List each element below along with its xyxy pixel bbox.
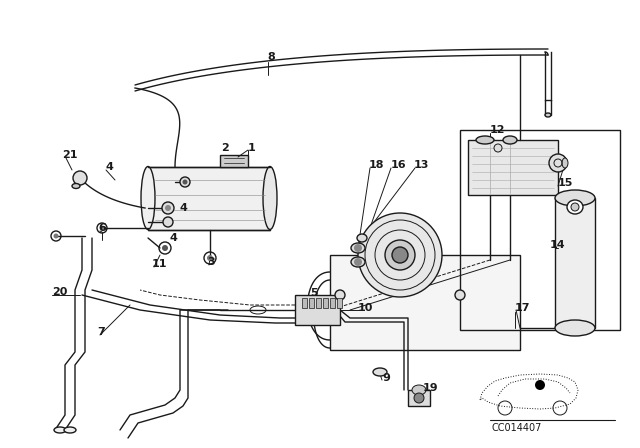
Circle shape [385, 240, 415, 270]
Text: 5: 5 [310, 288, 317, 298]
Circle shape [354, 244, 362, 252]
Ellipse shape [351, 243, 365, 253]
Circle shape [494, 144, 502, 152]
Text: 12: 12 [490, 125, 506, 135]
Ellipse shape [72, 184, 80, 189]
Ellipse shape [545, 113, 551, 117]
Text: CC014407: CC014407 [492, 423, 542, 433]
Circle shape [571, 203, 579, 211]
Text: 4: 4 [180, 203, 188, 213]
Ellipse shape [351, 257, 365, 267]
Text: 7: 7 [97, 327, 105, 337]
Bar [330, 255, 520, 350]
Bar [148, 167, 270, 230]
Circle shape [392, 247, 408, 263]
Bar [330, 298, 335, 308]
Text: 4: 4 [106, 162, 114, 172]
Bar [337, 298, 342, 308]
Text: 3: 3 [207, 257, 214, 267]
Text: 8: 8 [267, 52, 275, 62]
Ellipse shape [141, 167, 155, 229]
Text: 9: 9 [382, 373, 390, 383]
Bar [316, 298, 321, 308]
Text: 18: 18 [369, 160, 385, 170]
Text: 1: 1 [248, 143, 256, 153]
Ellipse shape [412, 385, 426, 395]
Bar [323, 298, 328, 308]
Circle shape [455, 290, 465, 300]
Circle shape [207, 255, 213, 261]
Ellipse shape [64, 427, 76, 433]
Bar [468, 140, 558, 195]
Circle shape [354, 258, 362, 266]
Circle shape [162, 202, 174, 214]
Circle shape [165, 205, 171, 211]
Ellipse shape [357, 234, 367, 242]
Ellipse shape [555, 320, 595, 336]
Text: 19: 19 [423, 383, 438, 393]
Text: 15: 15 [558, 178, 573, 188]
Ellipse shape [263, 167, 277, 229]
Circle shape [549, 154, 567, 172]
Text: 17: 17 [515, 303, 531, 313]
Ellipse shape [562, 158, 568, 168]
Bar [302, 298, 307, 308]
Bar [408, 390, 430, 406]
Ellipse shape [567, 200, 583, 214]
Text: 21: 21 [62, 150, 77, 160]
Ellipse shape [373, 368, 387, 376]
Text: 6: 6 [98, 223, 106, 233]
Circle shape [180, 177, 190, 187]
Circle shape [358, 213, 442, 297]
Circle shape [73, 171, 87, 185]
Circle shape [163, 217, 173, 227]
Ellipse shape [503, 136, 517, 144]
Ellipse shape [54, 427, 66, 433]
Text: 10: 10 [358, 303, 373, 313]
Text: 4: 4 [170, 233, 178, 243]
Text: 11: 11 [152, 259, 168, 269]
Circle shape [335, 290, 345, 300]
Text: 13: 13 [414, 160, 429, 170]
Bar [555, 198, 595, 328]
Circle shape [182, 180, 188, 185]
Bar [220, 155, 248, 167]
Circle shape [54, 233, 58, 238]
Text: 2: 2 [221, 143, 228, 153]
Bar [309, 298, 314, 308]
Circle shape [535, 380, 545, 390]
Text: 14: 14 [550, 240, 566, 250]
Circle shape [99, 225, 104, 231]
Circle shape [414, 393, 424, 403]
Ellipse shape [555, 190, 595, 206]
Circle shape [162, 245, 168, 251]
Bar [295, 295, 340, 325]
Bar [460, 130, 620, 330]
Text: 16: 16 [391, 160, 406, 170]
Ellipse shape [476, 136, 494, 144]
Text: 20: 20 [52, 287, 67, 297]
